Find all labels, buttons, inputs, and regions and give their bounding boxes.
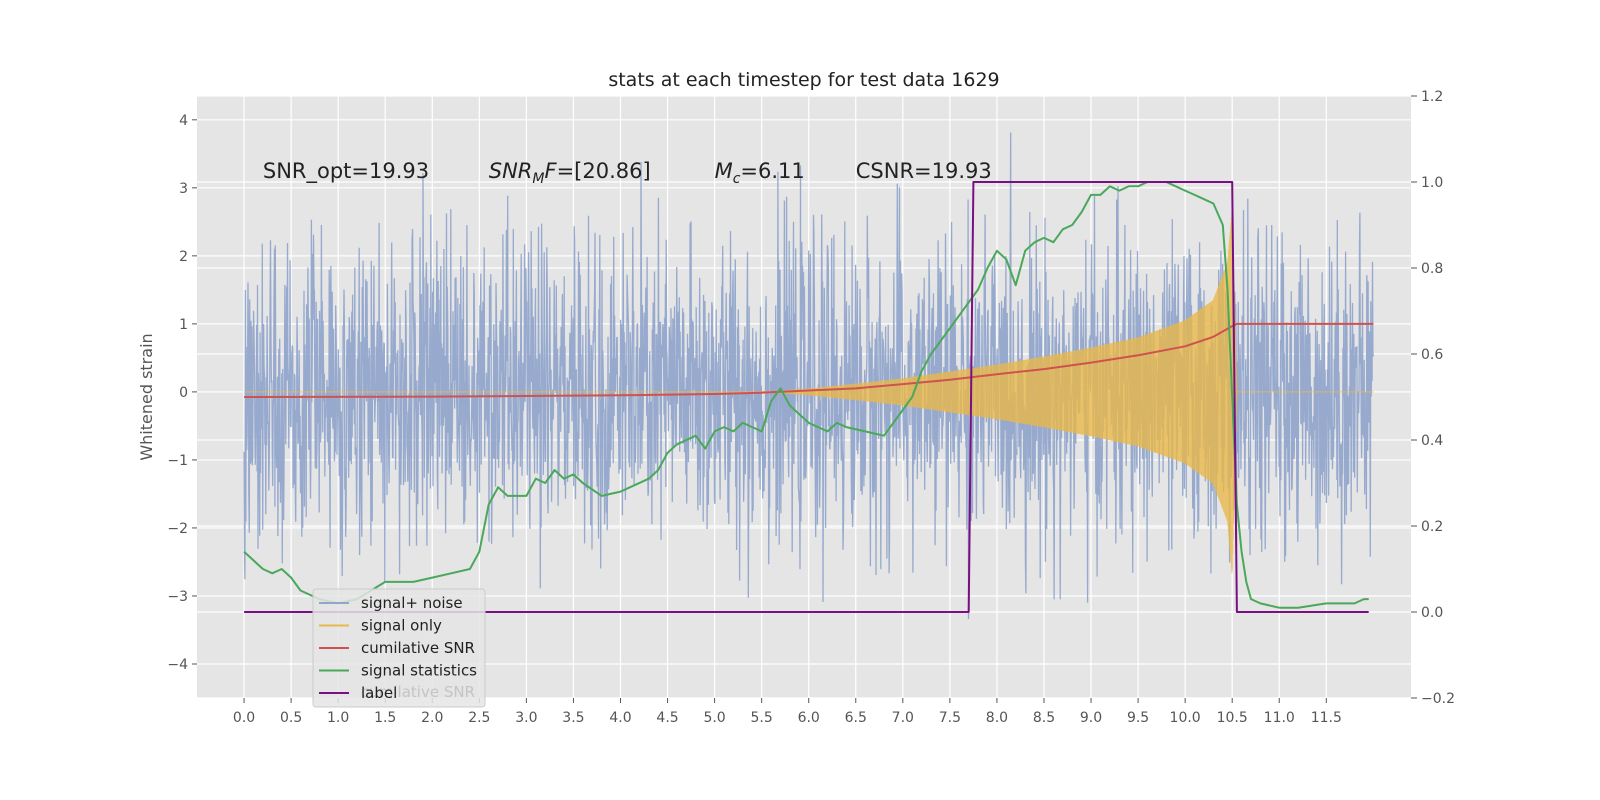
y-axis-label: Whitened strain	[137, 333, 156, 460]
x-tick-label: 10.0	[1170, 710, 1201, 726]
x-tick-label: 6.0	[798, 710, 820, 726]
y-tick-label: 0	[179, 385, 188, 401]
x-tick-label: 1.5	[374, 710, 396, 726]
annotation-2: Mc=6.11	[715, 159, 805, 187]
x-tick-label: 10.5	[1217, 710, 1248, 726]
y-tick-label: 4	[179, 113, 188, 129]
y2-tick-label: −0.2	[1421, 691, 1455, 707]
x-tick-label: 0.5	[280, 710, 302, 726]
annotation-0: SNR_opt=19.93	[263, 159, 429, 184]
chart-title: stats at each timestep for test data 162…	[608, 69, 999, 91]
y-tick-label: 2	[179, 249, 188, 265]
y2-tick-label: 1.0	[1421, 175, 1443, 191]
y-tick-label: −1	[167, 453, 188, 469]
y-tick-label: −4	[167, 657, 188, 673]
legend-box	[312, 588, 486, 708]
legend-label: label	[361, 684, 397, 702]
y2-tick-label: 0.0	[1421, 605, 1443, 621]
series-signal-only	[244, 208, 1374, 573]
series-lines	[243, 181, 1374, 613]
y2-tick-label: 0.2	[1421, 519, 1443, 535]
y-tick-label: 3	[179, 181, 188, 197]
x-tick-label: 3.5	[562, 710, 584, 726]
y2-tick-label: 0.8	[1421, 261, 1443, 277]
x-tick-label: 5.0	[703, 710, 725, 726]
x-tick-label: 11.5	[1311, 710, 1342, 726]
x-tick-label: 6.5	[845, 710, 867, 726]
x-tick-label: 0.0	[233, 710, 255, 726]
legend-label: signal+ noise	[361, 594, 463, 612]
series-line-cumilative-snr	[244, 322, 1374, 398]
y2-tick-label: 1.2	[1421, 89, 1443, 105]
legend-label: signal only	[361, 617, 442, 635]
legend-label: cumilative SNR	[361, 639, 475, 657]
x-tick-label: 4.5	[656, 710, 678, 726]
x-tick-label: 3.0	[515, 710, 537, 726]
x-tick-label: 9.0	[1080, 710, 1102, 726]
y2-tick-label: 0.4	[1421, 433, 1443, 449]
annotation-1: SNRMF=[20.86]	[489, 159, 651, 187]
series-line-label	[244, 181, 1369, 613]
x-tick-label: 7.0	[892, 710, 914, 726]
signal-only-line	[244, 208, 1374, 573]
x-tick-label: 8.5	[1033, 710, 1055, 726]
x-tick-label: 9.5	[1127, 710, 1149, 726]
legend-overlap-text: cumilative SNR	[361, 683, 475, 701]
series-line-signal-statistics	[243, 181, 1369, 609]
y-tick-label: −2	[167, 521, 188, 537]
x-tick-label: 7.5	[939, 710, 961, 726]
annotations: SNR_opt=19.93 SNRMF=[20.86] Mc=6.11 CSNR=19…	[263, 159, 992, 187]
x-tick-label: 11.0	[1264, 710, 1295, 726]
x-tick-label: 2.0	[421, 710, 443, 726]
x-tick-label: 4.0	[609, 710, 631, 726]
y-tick-label: −3	[167, 589, 188, 605]
annotation-3: CSNR=19.93	[856, 159, 992, 183]
y-tick-label: 1	[179, 317, 188, 333]
legend: cumilative SNR signal+ noise signal only cu…	[312, 588, 486, 708]
x-tick-label: 5.5	[751, 710, 773, 726]
x-tick-label: 1.0	[327, 710, 349, 726]
y2-tick-label: 0.6	[1421, 347, 1443, 363]
legend-label: signal statistics	[361, 662, 477, 680]
x-tick-label: 2.5	[468, 710, 490, 726]
axes: 0.0 0.5 1.0 1.5 2.0 2.5 3.0 3.5 4.0 4.5 5.0 5.5 6.0 6…	[167, 89, 1455, 726]
x-tick-label: 8.0	[986, 710, 1008, 726]
